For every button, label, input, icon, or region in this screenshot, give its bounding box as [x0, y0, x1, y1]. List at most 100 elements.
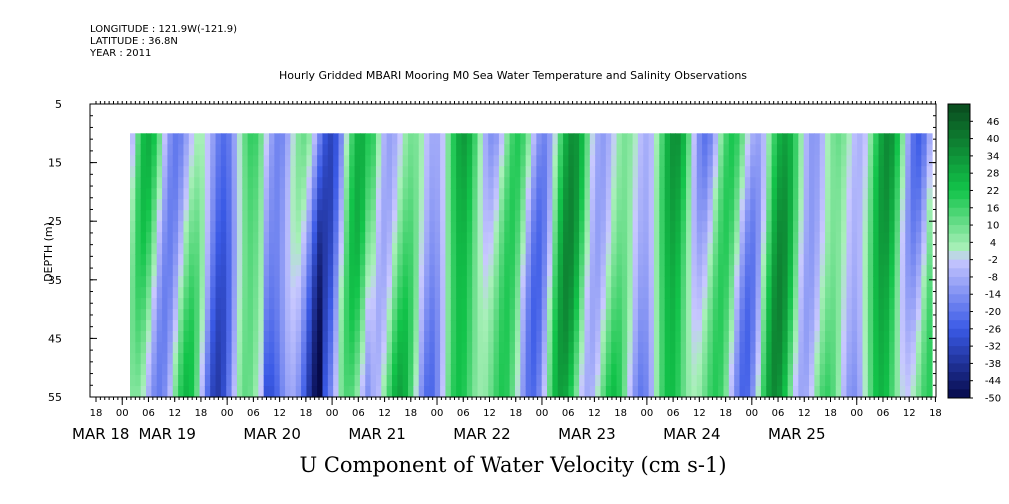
heatmap-cell: [787, 166, 794, 178]
heatmap-cell: [771, 298, 778, 310]
heatmap-cell: [712, 309, 719, 321]
heatmap-cell: [188, 364, 195, 376]
heatmap-cell: [220, 221, 227, 233]
heatmap-cell: [226, 342, 233, 354]
heatmap-cell: [739, 276, 746, 288]
heatmap-cell: [557, 298, 564, 310]
heatmap-cell: [424, 199, 431, 211]
heatmap-cell: [220, 364, 227, 376]
heatmap-cell: [301, 210, 308, 222]
heatmap-cell: [156, 199, 163, 211]
heatmap-cell: [632, 375, 639, 387]
heatmap-cell: [482, 155, 489, 167]
heatmap-cell: [215, 331, 222, 343]
heatmap-cell: [498, 254, 505, 266]
heatmap-cell: [809, 254, 815, 266]
heatmap-cell: [220, 287, 227, 299]
heatmap-cell: [279, 155, 286, 167]
heatmap-cell: [552, 364, 559, 376]
heatmap-cell: [279, 210, 286, 222]
heatmap-cell: [236, 155, 243, 167]
heatmap-cell: [215, 243, 222, 255]
heatmap-cell: [878, 298, 885, 310]
colorbar-swatch: [948, 372, 970, 382]
heatmap-cell: [670, 386, 676, 398]
heatmap-cell: [135, 243, 142, 255]
heatmap-cell: [322, 199, 329, 211]
heatmap-cell: [809, 364, 815, 376]
heatmap-cell: [894, 133, 901, 145]
heatmap-cell: [482, 133, 489, 145]
plot-frame: [89, 103, 937, 398]
heatmap-cell: [424, 265, 431, 277]
heatmap-cell: [226, 155, 233, 167]
heatmap-cell: [210, 232, 217, 244]
heatmap-cell: [311, 353, 318, 365]
heatmap-cell: [375, 353, 382, 365]
heatmap-cell: [873, 342, 880, 354]
heatmap-cell: [285, 331, 291, 343]
heatmap-cell: [322, 386, 329, 398]
heatmap-cell: [889, 144, 896, 156]
heatmap-cell: [899, 155, 906, 167]
heatmap-cell: [750, 210, 757, 222]
heatmap-cell: [755, 199, 762, 211]
heatmap-cell: [461, 386, 468, 398]
heatmap-cell: [718, 276, 725, 288]
heatmap-cell: [771, 188, 778, 200]
heatmap-cell: [696, 342, 703, 354]
heatmap-cell: [889, 155, 896, 167]
heatmap-cell: [424, 353, 431, 365]
heatmap-cell: [365, 353, 372, 365]
heatmap-cell: [375, 199, 382, 211]
heatmap-cell: [632, 144, 639, 156]
heatmap-cell: [921, 287, 928, 299]
heatmap-cell: [643, 243, 650, 255]
heatmap-cell: [269, 221, 275, 233]
heatmap-cell: [333, 155, 340, 167]
heatmap-cell: [584, 254, 591, 266]
heatmap-cell: [707, 210, 714, 222]
heatmap-cell: [552, 320, 559, 332]
heatmap-cell: [482, 364, 489, 376]
heatmap-cell: [258, 364, 265, 376]
heatmap-cell: [290, 155, 297, 167]
heatmap-cell: [883, 287, 890, 299]
heatmap-cell: [199, 342, 206, 354]
heatmap-cell: [242, 155, 249, 167]
heatmap-cell: [525, 144, 532, 156]
heatmap-cell: [461, 155, 468, 167]
heatmap-cell: [461, 276, 468, 288]
heatmap-cell: [792, 232, 799, 244]
heatmap-cell: [643, 375, 650, 387]
heatmap-cell: [894, 276, 901, 288]
heatmap-cell: [391, 254, 398, 266]
heatmap-cell: [322, 287, 329, 299]
heatmap-cell: [723, 166, 730, 178]
heatmap-cell: [632, 298, 639, 310]
heatmap-cell: [846, 331, 853, 343]
heatmap-cell: [541, 232, 548, 244]
heatmap-cell: [563, 331, 570, 343]
heatmap-cell: [525, 243, 532, 255]
heatmap-cell: [643, 364, 650, 376]
heatmap-cell: [424, 254, 431, 266]
heatmap-cell: [498, 243, 505, 255]
heatmap-cell: [552, 342, 559, 354]
heatmap-cell: [386, 276, 393, 288]
heatmap-cell: [664, 166, 671, 178]
heatmap-cell: [520, 155, 527, 167]
heatmap-cell: [782, 188, 789, 200]
heatmap-cell: [659, 133, 666, 145]
heatmap-cell: [418, 320, 425, 332]
heatmap-cell: [579, 254, 586, 266]
heatmap-cell: [156, 243, 163, 255]
heatmap-cell: [461, 166, 468, 178]
heatmap-cell: [418, 166, 425, 178]
heatmap-cell: [579, 276, 586, 288]
heatmap-cell: [231, 386, 238, 398]
heatmap-cell: [349, 265, 356, 277]
heatmap-cell: [338, 375, 345, 387]
heatmap-cell: [354, 276, 361, 288]
heatmap-cell: [605, 188, 612, 200]
